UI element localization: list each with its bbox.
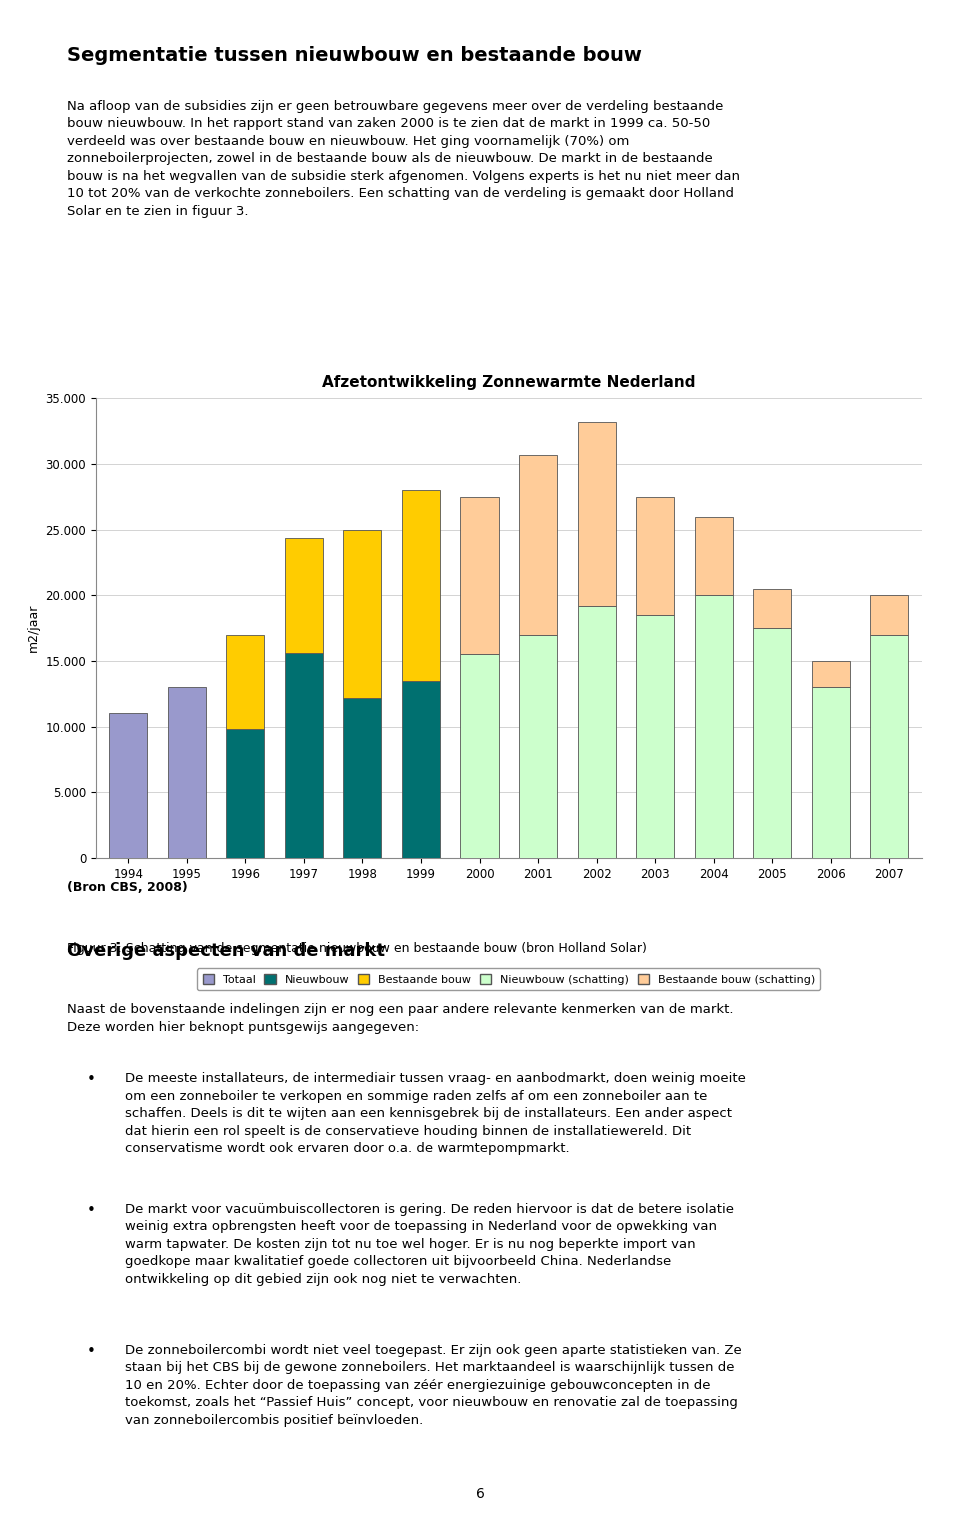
Bar xyxy=(636,614,674,858)
Bar xyxy=(871,596,908,634)
Text: (Bron CBS, 2008): (Bron CBS, 2008) xyxy=(67,881,188,893)
Bar xyxy=(168,688,205,858)
Text: Overige aspecten van de markt: Overige aspecten van de markt xyxy=(67,942,385,961)
Bar xyxy=(812,688,850,858)
Bar xyxy=(695,516,732,596)
Legend: Totaal, Nieuwbouw, Bestaande bouw, Nieuwbouw (schatting), Bestaande bouw (schatt: Totaal, Nieuwbouw, Bestaande bouw, Nieuw… xyxy=(197,968,821,990)
Text: •: • xyxy=(86,1203,95,1218)
Text: 6: 6 xyxy=(475,1488,485,1501)
Y-axis label: m2/jaar: m2/jaar xyxy=(27,604,40,653)
Bar xyxy=(461,496,498,654)
Text: Naast de bovenstaande indelingen zijn er nog een paar andere relevante kenmerken: Naast de bovenstaande indelingen zijn er… xyxy=(67,1003,733,1034)
Bar xyxy=(519,634,557,858)
Bar xyxy=(285,653,323,858)
Bar xyxy=(871,634,908,858)
Bar xyxy=(578,421,615,605)
Bar xyxy=(109,714,147,858)
Bar xyxy=(695,596,732,858)
Bar xyxy=(227,634,264,729)
Bar xyxy=(227,729,264,858)
Title: Afzetontwikkeling Zonnewarmte Nederland: Afzetontwikkeling Zonnewarmte Nederland xyxy=(322,375,696,391)
Text: Na afloop van de subsidies zijn er geen betrouwbare gegevens meer over de verdel: Na afloop van de subsidies zijn er geen … xyxy=(67,100,740,218)
Bar xyxy=(578,605,615,858)
Text: •: • xyxy=(86,1344,95,1359)
Bar xyxy=(344,697,381,858)
Bar xyxy=(754,588,791,628)
Text: De markt voor vacuümbuiscollectoren is gering. De reden hiervoor is dat de beter: De markt voor vacuümbuiscollectoren is g… xyxy=(125,1203,733,1285)
Bar xyxy=(812,660,850,688)
Text: De zonneboilercombi wordt niet veel toegepast. Er zijn ook geen aparte statistie: De zonneboilercombi wordt niet veel toeg… xyxy=(125,1344,741,1426)
Bar xyxy=(285,538,323,653)
Bar xyxy=(344,530,381,697)
Bar xyxy=(519,455,557,634)
Text: Segmentatie tussen nieuwbouw en bestaande bouw: Segmentatie tussen nieuwbouw en bestaand… xyxy=(67,46,642,64)
Text: Figuur 3: Schatting van de segmentatie nieuwbouw en bestaande bouw (bron Holland: Figuur 3: Schatting van de segmentatie n… xyxy=(67,942,647,954)
Text: •: • xyxy=(86,1072,95,1088)
Text: De meeste installateurs, de intermediair tussen vraag- en aanbodmarkt, doen wein: De meeste installateurs, de intermediair… xyxy=(125,1072,746,1155)
Bar xyxy=(402,490,440,680)
Bar xyxy=(636,496,674,614)
Bar xyxy=(461,654,498,858)
Bar xyxy=(402,680,440,858)
Bar xyxy=(754,628,791,858)
